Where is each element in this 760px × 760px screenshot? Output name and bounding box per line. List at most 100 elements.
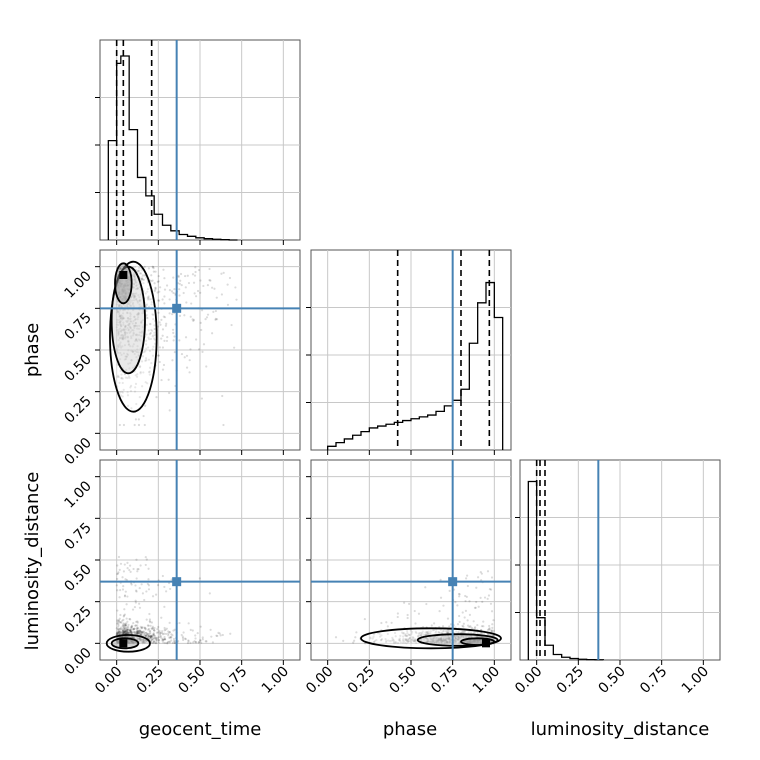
joint-geocent-time-vs-luminosity-distance-sample-653 (138, 631, 141, 635)
joint-geocent-time-vs-luminosity-distance-sample-262 (124, 624, 127, 627)
joint-phase-vs-luminosity-distance-sample-829 (405, 634, 408, 637)
joint-phase-vs-luminosity-distance-sample-714 (470, 639, 473, 642)
joint-phase-vs-luminosity-distance-sample-274 (462, 629, 465, 633)
joint-phase-vs-luminosity-distance-sample-727 (475, 641, 478, 645)
joint-geocent-time-vs-phase-sample-67 (117, 281, 121, 284)
joint-geocent-time-vs-luminosity-distance-sample-702 (163, 638, 166, 641)
joint-phase-vs-luminosity-distance-sample-561 (393, 631, 397, 635)
joint-geocent-time-vs-phase-sample-764 (127, 362, 130, 365)
joint-geocent-time-vs-luminosity-distance-sample-337 (152, 637, 155, 641)
joint-geocent-time-vs-luminosity-distance-sample-156 (135, 590, 138, 593)
joint-phase-vs-luminosity-distance-sample-132 (474, 639, 477, 642)
joint-geocent-time-vs-luminosity-distance-sample-341 (141, 638, 144, 641)
joint-phase-vs-luminosity-distance-sample-629 (434, 641, 437, 644)
joint-geocent-time-vs-luminosity-distance-sample-513 (122, 630, 126, 634)
joint-geocent-time-vs-phase-sample-321 (157, 299, 161, 302)
joint-geocent-time-vs-phase-sample-766 (163, 295, 166, 298)
joint-geocent-time-vs-luminosity-distance-sample-421 (123, 635, 126, 638)
joint-geocent-time-vs-phase-sample-191 (134, 382, 138, 385)
joint-phase-vs-luminosity-distance-sample-452 (375, 638, 378, 642)
joint-phase-vs-luminosity-distance-sample-568 (466, 574, 469, 577)
joint-phase-vs-luminosity-distance-sample-513 (457, 636, 460, 639)
joint-phase-vs-luminosity-distance-sample-92 (396, 641, 400, 645)
joint-geocent-time-vs-phase-sample-474 (123, 284, 126, 287)
joint-phase-vs-luminosity-distance-sample-466 (475, 635, 478, 638)
joint-geocent-time-vs-phase-sample-482 (179, 272, 183, 276)
joint-phase-vs-luminosity-distance-sample-380 (406, 639, 410, 642)
joint-geocent-time-vs-luminosity-distance-sample-270 (128, 632, 131, 635)
joint-geocent-time-vs-luminosity-distance-sample-467 (117, 571, 120, 574)
joint-phase-vs-luminosity-distance-sample-526 (352, 641, 355, 644)
joint-phase-vs-luminosity-distance-sample-557 (464, 599, 467, 603)
joint-phase-vs-luminosity-distance-sample-106 (457, 638, 460, 641)
joint-phase-vs-luminosity-distance-sample-848 (441, 639, 444, 643)
joint-geocent-time-vs-luminosity-distance-sample-64 (115, 640, 119, 643)
joint-geocent-time-vs-phase-sample-676 (132, 305, 135, 308)
joint-geocent-time-vs-luminosity-distance-sample-333 (168, 631, 171, 634)
joint-phase-vs-luminosity-distance-sample-763 (492, 619, 495, 622)
joint-phase-vs-luminosity-distance-sample-864 (390, 621, 393, 624)
joint-phase-vs-luminosity-distance-sample-154 (385, 621, 388, 624)
joint-phase-vs-luminosity-distance-sample-674 (443, 640, 447, 643)
joint-phase-vs-luminosity-distance-sample-97 (411, 636, 414, 639)
joint-geocent-time-vs-phase-sample-137 (157, 354, 160, 357)
joint-geocent-time-vs-luminosity-distance-sample-618 (126, 561, 129, 564)
joint-phase-vs-luminosity-distance-sample-503 (448, 589, 451, 592)
joint-phase-vs-luminosity-distance-sample-175 (435, 636, 439, 639)
joint-phase-vs-luminosity-distance-sample-826 (462, 635, 465, 639)
joint-geocent-time-vs-phase-sample-83 (135, 281, 138, 284)
joint-geocent-time-vs-phase-sample-534 (121, 391, 124, 394)
joint-geocent-time-vs-luminosity-distance-sample-776 (122, 570, 126, 573)
joint-geocent-time-vs-luminosity-distance-sample-308 (141, 625, 144, 629)
joint-geocent-time-vs-phase-sample-222 (194, 295, 198, 298)
joint-geocent-time-vs-phase-sample-204 (119, 390, 122, 393)
y-title-luminosity-distance: luminosity_distance (22, 472, 43, 651)
joint-geocent-time-vs-phase-sample-468 (145, 323, 148, 326)
joint-geocent-time-vs-luminosity-distance-sample-607 (215, 634, 218, 637)
joint-geocent-time-vs-phase-sample-445 (116, 321, 119, 324)
joint-phase-vs-luminosity-distance-sample-255 (448, 636, 451, 639)
joint-geocent-time-vs-phase-sample-384 (129, 386, 132, 389)
joint-phase-vs-luminosity-distance-sample-779 (430, 638, 433, 641)
joint-geocent-time-vs-phase-sample-355 (119, 284, 122, 287)
joint-geocent-time-vs-luminosity-distance-sample-570 (118, 627, 121, 631)
joint-phase-vs-luminosity-distance-sample-336 (406, 613, 409, 617)
joint-geocent-time-vs-phase-sample-425 (120, 315, 123, 318)
joint-phase-vs-luminosity-distance-sample-736 (404, 637, 408, 641)
joint-geocent-time-vs-luminosity-distance-truth-marker (172, 577, 182, 587)
joint-phase-vs-luminosity-distance-sample-522 (440, 639, 443, 642)
joint-geocent-time-vs-phase-sample-339 (152, 337, 156, 340)
joint-geocent-time-vs-phase-sample-847 (133, 390, 137, 393)
joint-geocent-time-vs-phase-sample-539 (120, 334, 123, 337)
joint-geocent-time-vs-phase-sample-329 (121, 299, 124, 302)
joint-geocent-time-vs-phase-sample-799 (120, 297, 123, 300)
joint-geocent-time-vs-luminosity-distance-sample-41 (163, 585, 166, 589)
joint-geocent-time-vs-luminosity-distance-sample-640 (181, 637, 185, 640)
joint-geocent-time-vs-phase-sample-510 (140, 305, 143, 308)
joint-geocent-time-vs-luminosity-distance-sample-677 (141, 592, 145, 595)
joint-geocent-time-vs-phase-sample-367 (132, 332, 135, 335)
joint-geocent-time-vs-luminosity-distance-sample-256 (156, 627, 159, 631)
joint-phase-vs-luminosity-distance-sample-655 (490, 610, 494, 613)
joint-geocent-time-vs-phase-sample-175 (163, 316, 167, 319)
joint-phase-vs-luminosity-distance-sample-506 (426, 631, 430, 634)
joint-phase-vs-luminosity-distance-sample-71 (437, 637, 440, 640)
joint-geocent-time-vs-luminosity-distance-sample-174 (137, 631, 140, 634)
joint-geocent-time-vs-luminosity-distance-sample-826 (136, 632, 139, 635)
joint-geocent-time-vs-phase-sample-142 (122, 388, 125, 391)
joint-geocent-time-vs-phase-sample-684 (124, 292, 127, 295)
joint-geocent-time-vs-phase-sample-377 (153, 327, 156, 331)
hist-geocent-time-panel (95, 39, 301, 245)
joint-geocent-time-vs-luminosity-distance-xtick-label-0: 0.00 (92, 664, 125, 697)
joint-phase-vs-luminosity-distance-sample-196 (477, 639, 480, 642)
joint-geocent-time-vs-phase-sample-429 (140, 277, 144, 280)
joint-phase-vs-luminosity-distance-sample-189 (446, 637, 449, 640)
joint-phase-vs-luminosity-distance-sample-208 (471, 641, 474, 644)
joint-geocent-time-vs-luminosity-distance-sample-281 (148, 632, 151, 635)
joint-phase-vs-luminosity-distance-sample-404 (473, 640, 476, 643)
joint-geocent-time-vs-phase-sample-767 (192, 319, 195, 322)
joint-phase-vs-luminosity-distance-sample-8 (410, 641, 413, 644)
joint-geocent-time-vs-luminosity-distance-sample-2 (124, 632, 127, 635)
joint-phase-vs-luminosity-distance-sample-89 (438, 637, 441, 640)
joint-geocent-time-vs-luminosity-distance-sample-58 (131, 628, 134, 631)
